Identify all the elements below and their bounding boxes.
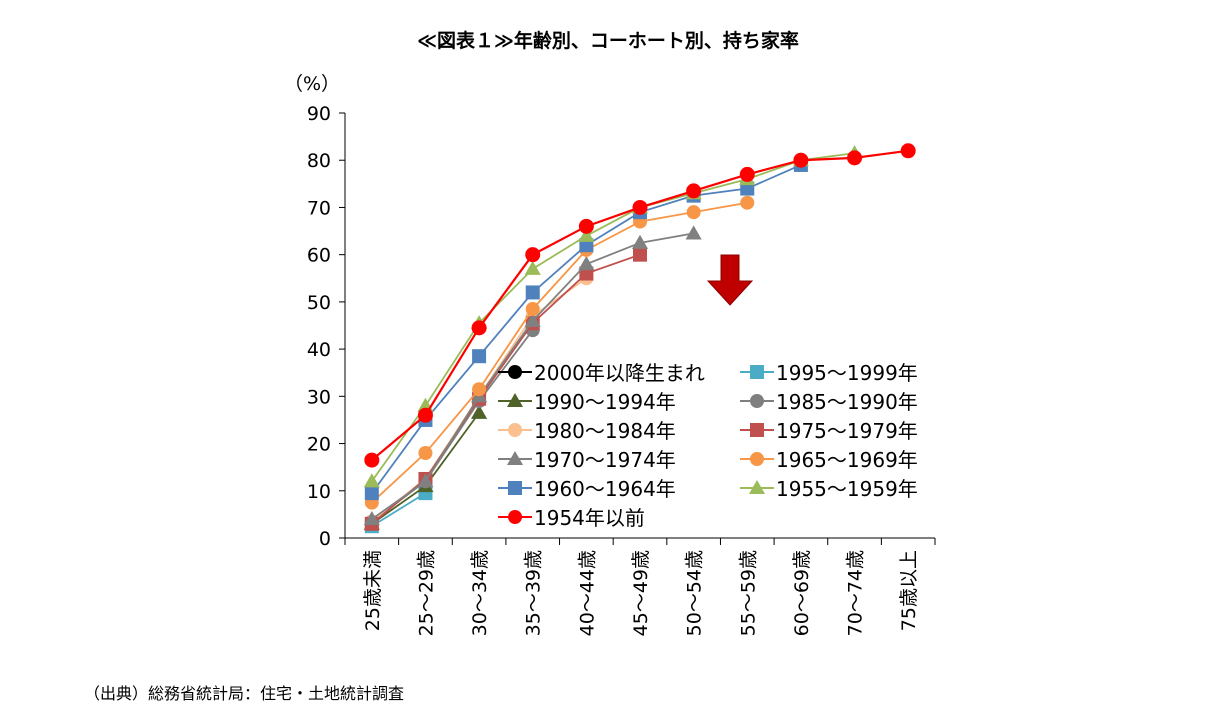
legend-label: 1975～1979年 [776, 419, 918, 443]
y-tick-label: 0 [319, 528, 331, 550]
data-point-10 [417, 407, 433, 423]
y-tick-label: 80 [307, 150, 331, 172]
legend-marker [750, 423, 764, 437]
data-point-8 [525, 285, 540, 300]
legend-marker [750, 365, 764, 379]
data-point-5 [633, 247, 647, 262]
x-tick-label: 55～59歳 [737, 550, 759, 636]
legend-label: 2000年以降生まれ [534, 361, 705, 385]
data-point-8 [472, 349, 487, 364]
y-tick-label: 60 [307, 245, 331, 267]
data-point-8 [364, 486, 379, 501]
data-point-6 [578, 256, 595, 271]
data-point-2 [471, 404, 488, 419]
y-tick-label: 20 [307, 434, 331, 456]
legend-label: 1985～1990年 [776, 390, 918, 414]
data-point-10 [471, 320, 487, 336]
data-point-10 [793, 152, 809, 168]
data-point-10 [739, 166, 755, 182]
data-point-9 [363, 473, 380, 488]
data-point-10 [364, 452, 380, 468]
series-line-1 [371, 492, 426, 527]
legend-marker [508, 510, 522, 524]
x-tick-label: 60～69歳 [791, 550, 813, 636]
x-tick-label: 45～49歳 [630, 550, 652, 636]
data-point-7 [418, 446, 433, 460]
y-tick-label: 50 [307, 292, 331, 314]
x-tick-label: 75歳以上 [898, 550, 920, 631]
x-tick-label: 25歳未満 [362, 550, 384, 631]
data-point-6 [417, 473, 434, 488]
data-point-6 [631, 234, 649, 249]
data-point-6 [685, 225, 702, 240]
legend-label: 1965～1969年 [776, 448, 918, 472]
series-line-8 [371, 164, 802, 494]
data-point-9 [524, 260, 541, 275]
legend-marker [506, 392, 524, 408]
source-note: （出典）総務省統計局：住宅・土地統計調査 [84, 684, 405, 703]
legend-marker [508, 423, 522, 437]
data-point-10 [900, 143, 916, 159]
data-point-6 [363, 511, 380, 526]
legend-label: 1960～1964年 [534, 477, 676, 501]
series-line-7 [371, 201, 748, 504]
legend-marker [748, 479, 766, 495]
legend-label: 1954年以前 [534, 506, 645, 530]
x-tick-label: 70～74歳 [845, 550, 867, 636]
legend-label: 1970～1974年 [534, 448, 676, 472]
y-tick-label: 10 [307, 481, 331, 503]
legend-marker [506, 450, 524, 466]
data-point-10 [632, 199, 648, 215]
series-line-9 [371, 152, 855, 482]
x-tick-label: 50～54歳 [684, 550, 706, 636]
y-unit-label: （%） [284, 73, 340, 95]
data-point-9 [578, 227, 595, 242]
legend-label: 1955～1959年 [776, 477, 918, 501]
down-arrow-icon [706, 254, 754, 306]
legend-marker [508, 365, 522, 379]
y-tick-label: 70 [307, 197, 331, 219]
y-tick-label: 30 [307, 386, 331, 408]
legend-label: 1980～1984年 [534, 419, 676, 443]
x-tick-label: 30～34歳 [469, 550, 491, 636]
data-point-7 [525, 301, 540, 316]
data-point-10 [578, 218, 594, 234]
data-point-10 [847, 150, 863, 166]
x-tick-label: 40～44歳 [576, 550, 598, 636]
legend-label: 1995～1999年 [776, 361, 918, 385]
legend-marker [508, 481, 522, 495]
x-tick-label: 35～39歳 [523, 550, 545, 636]
data-point-10 [525, 247, 541, 263]
legend-label: 1990～1994年 [534, 390, 676, 414]
chart-title: ≪図表１≫年齢別、コーホート別、持ち家率 [417, 30, 799, 52]
legend-marker [750, 394, 764, 408]
legend-marker [750, 452, 764, 466]
y-tick-label: 90 [307, 103, 331, 125]
data-point-6 [524, 312, 541, 327]
data-point-7 [740, 195, 755, 210]
data-point-7 [472, 382, 487, 397]
y-tick-label: 40 [307, 339, 331, 361]
data-point-7 [686, 205, 701, 220]
series-line-5 [371, 253, 641, 525]
data-point-10 [686, 183, 702, 199]
x-tick-label: 25～29歳 [415, 550, 437, 636]
